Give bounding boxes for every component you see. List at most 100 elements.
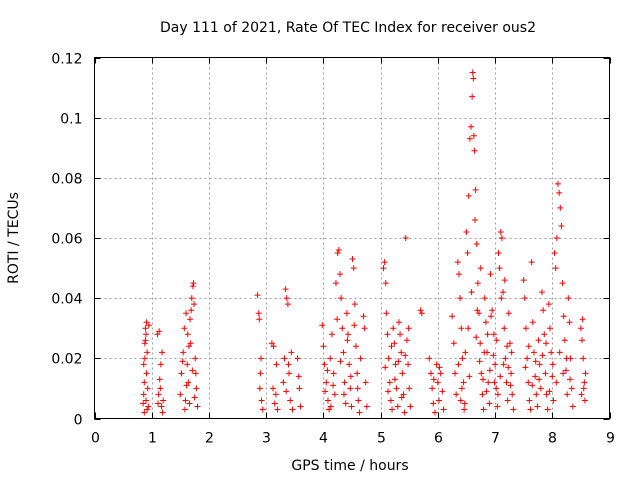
data-point-marker	[143, 397, 149, 404]
data-point-marker	[157, 361, 164, 368]
data-point-marker	[481, 295, 488, 302]
data-point-marker	[184, 361, 191, 368]
data-point-marker	[536, 361, 543, 368]
data-point-marker	[505, 310, 512, 317]
data-point-marker	[461, 406, 468, 413]
data-point-marker	[194, 403, 201, 410]
data-point-marker	[354, 370, 361, 377]
data-point-marker	[501, 325, 508, 332]
data-point-marker	[495, 250, 502, 257]
data-point-marker	[474, 280, 481, 287]
data-point-marker	[178, 370, 185, 377]
data-point-marker	[496, 265, 503, 272]
data-point-marker	[485, 379, 492, 386]
data-point-marker	[362, 379, 369, 386]
data-point-marker	[144, 385, 151, 392]
x-tick-label: 1	[148, 431, 157, 447]
data-point-marker	[487, 271, 494, 278]
data-point-marker	[405, 325, 412, 332]
data-point-marker	[529, 319, 536, 326]
data-point-marker	[186, 400, 193, 407]
data-point-marker	[188, 307, 195, 314]
data-point-marker	[189, 283, 196, 290]
data-point-marker	[192, 370, 199, 377]
data-point-marker	[452, 370, 458, 377]
data-point-marker	[542, 370, 549, 377]
data-point-marker	[268, 340, 275, 347]
data-point-marker	[579, 337, 586, 344]
data-point-marker	[319, 322, 326, 329]
data-point-marker	[478, 370, 485, 377]
x-tick-label: 9	[606, 431, 615, 447]
data-point-marker	[330, 382, 337, 389]
data-point-marker	[457, 397, 464, 404]
data-point-marker	[529, 382, 536, 389]
data-point-marker	[483, 388, 490, 395]
data-point-marker	[400, 391, 407, 398]
data-point-marker	[337, 358, 344, 365]
data-point-marker	[257, 370, 264, 377]
data-point-marker	[541, 331, 548, 338]
x-tick-label: 6	[434, 431, 443, 447]
data-point-marker	[490, 352, 497, 359]
y-tick-label: 0.02	[51, 352, 82, 368]
data-point-marker	[398, 349, 405, 356]
x-tick-label: 5	[377, 431, 386, 447]
data-point-marker	[527, 406, 534, 413]
data-point-marker	[474, 307, 481, 314]
data-point-marker	[145, 322, 152, 329]
data-point-marker	[185, 379, 192, 386]
data-point-marker	[450, 340, 457, 347]
data-point-marker	[498, 295, 505, 302]
x-tick-label: 4	[319, 431, 328, 447]
data-point-marker	[488, 313, 495, 320]
x-tick-label: 0	[91, 431, 100, 447]
data-point-marker	[581, 397, 588, 404]
data-point-marker	[183, 310, 190, 317]
data-point-marker	[476, 358, 483, 365]
data-point-marker	[282, 286, 289, 293]
data-point-marker	[286, 370, 293, 377]
data-point-marker	[401, 409, 408, 416]
data-point-marker	[522, 364, 529, 371]
data-point-marker	[402, 352, 409, 359]
data-point-marker	[546, 325, 553, 332]
data-point-marker	[188, 295, 195, 302]
data-point-marker	[283, 295, 290, 302]
data-point-marker	[556, 189, 563, 196]
data-point-marker	[386, 379, 393, 386]
data-point-marker	[343, 310, 350, 317]
data-point-marker	[468, 123, 475, 130]
data-point-marker	[323, 379, 330, 386]
data-point-marker	[258, 355, 265, 362]
data-point-marker	[476, 310, 483, 317]
data-point-marker	[480, 376, 487, 383]
data-point-marker	[567, 376, 574, 383]
data-point-marker	[155, 400, 162, 407]
data-point-marker	[142, 337, 149, 344]
data-point-marker	[327, 403, 334, 410]
data-point-marker	[158, 403, 165, 410]
data-point-marker	[177, 391, 184, 398]
data-point-marker	[385, 388, 392, 395]
data-point-marker	[281, 355, 288, 362]
data-point-marker	[338, 295, 345, 302]
data-point-marker	[459, 355, 466, 362]
data-point-marker	[285, 361, 292, 368]
data-point-marker	[536, 376, 543, 383]
data-point-marker	[503, 379, 510, 386]
data-point-marker	[560, 370, 567, 377]
data-point-marker	[558, 222, 565, 229]
data-point-marker	[391, 376, 398, 383]
data-point-marker	[256, 385, 263, 392]
data-point-marker	[437, 370, 444, 377]
data-point-marker	[465, 192, 472, 199]
data-point-marker	[472, 186, 479, 193]
data-point-marker	[334, 316, 341, 323]
data-point-marker	[351, 301, 358, 308]
data-point-marker	[582, 370, 589, 377]
data-point-marker	[342, 400, 349, 407]
data-point-marker	[436, 364, 443, 371]
data-point-marker	[510, 406, 517, 413]
data-point-marker	[184, 331, 191, 338]
